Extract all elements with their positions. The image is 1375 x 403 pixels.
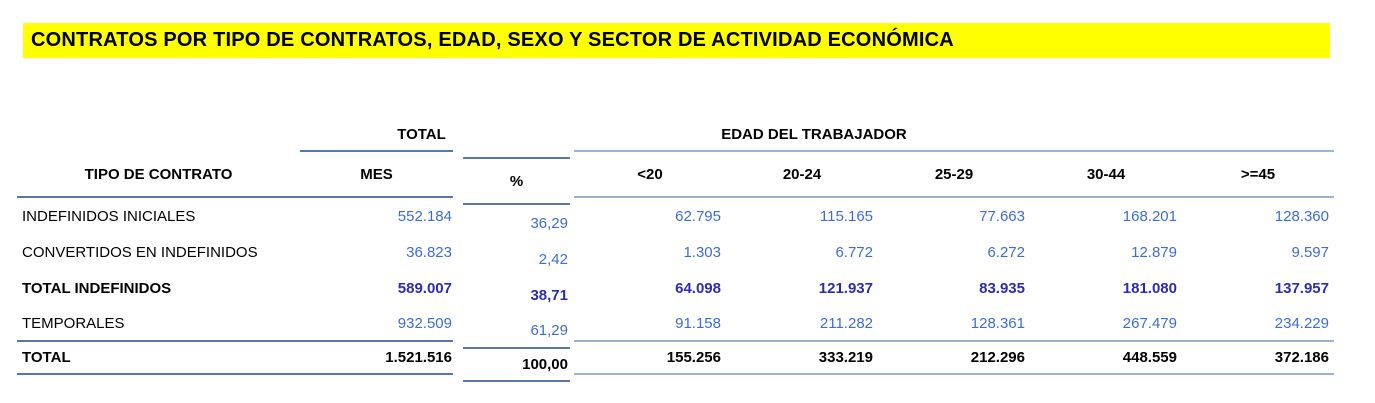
contracts-table: TOTAL EDAD DEL TRABAJADOR TIPO DE CONTRA… [17,118,1334,382]
cell-pct: 36,29 [530,214,568,232]
cell-age-1: 211.282 [726,306,878,342]
spacer-cell [17,118,300,152]
cell-age-3: 267.479 [1030,306,1182,342]
row-label: TOTAL [17,342,300,375]
column-gap [453,270,463,306]
row-label: TOTAL INDEFINIDOS [22,279,172,297]
column-header-tipo: TIPO DE CONTRATO [17,152,300,198]
column-header-mes: MES [300,152,453,198]
cell-mes: 589.007 [397,279,452,297]
row-label: CONVERTIDOS EN INDEFINIDOS [22,243,258,261]
column-gap [453,118,463,152]
row-label: INDEFINIDOS INICIALES [22,207,196,225]
title-bar: CONTRATOS POR TIPO DE CONTRATOS, EDAD, S… [23,23,1330,58]
cell-mes: 932.509 [300,306,453,342]
cell-age-0: 64.098 [675,279,721,297]
cell-age-0: 91.158 [574,306,726,342]
cell-age-4: 9.597 [1291,243,1329,261]
column-header-pct: % [463,159,570,205]
group-header-edad: EDAD DEL TRABAJADOR [574,118,1334,152]
pct-group-rule [463,125,570,159]
column-header-age-0: <20 [574,152,726,198]
cell-age-4: 128.360 [1274,207,1329,225]
group-header-total: TOTAL [300,118,453,152]
cell-age-0: 1.303 [683,243,721,261]
cell-age-0: 62.795 [675,207,721,225]
column-gap [453,234,463,270]
cell-mes: 552.184 [397,207,452,225]
column-header-age-1: 20-24 [726,152,878,198]
cell-age-2: 128.361 [878,306,1030,342]
cell-age-1: 115.165 [819,207,873,225]
cell-age-4: 137.957 [1274,279,1329,297]
column-header-age-3: 30-44 [1030,152,1182,198]
column-header-age-2: 25-29 [878,152,1030,198]
cell-age-1: 333.219 [726,342,878,375]
row-label: TEMPORALES [17,306,300,342]
cell-age-4: 234.229 [1182,306,1334,342]
cell-mes: 1.521.516 [300,342,453,375]
cell-age-3: 448.559 [1030,342,1182,375]
cell-pct: 38,71 [530,286,568,304]
cell-age-3: 12.879 [1131,243,1177,261]
page-title: CONTRATOS POR TIPO DE CONTRATOS, EDAD, S… [31,29,954,51]
column-gap [453,342,463,375]
cell-age-3: 181.080 [1122,279,1177,297]
cell-age-0: 155.256 [574,342,726,375]
column-gap [453,306,463,342]
column-gap [453,152,463,198]
cell-pct: 2,42 [538,250,568,268]
cell-age-2: 77.663 [979,207,1025,225]
column-header-age-4: >=45 [1182,152,1334,198]
cell-age-2: 83.935 [979,279,1025,297]
cell-pct: 61,29 [463,313,570,349]
cell-age-3: 168.201 [1122,207,1177,225]
cell-age-1: 121.937 [818,279,873,297]
column-gap [453,198,463,234]
cell-age-2: 212.296 [878,342,1030,375]
cell-age-4: 372.186 [1182,342,1334,375]
cell-mes: 36.823 [406,243,452,261]
cell-age-1: 6.772 [835,243,873,261]
cell-age-2: 6.272 [987,243,1025,261]
cell-pct: 100,00 [463,349,570,382]
